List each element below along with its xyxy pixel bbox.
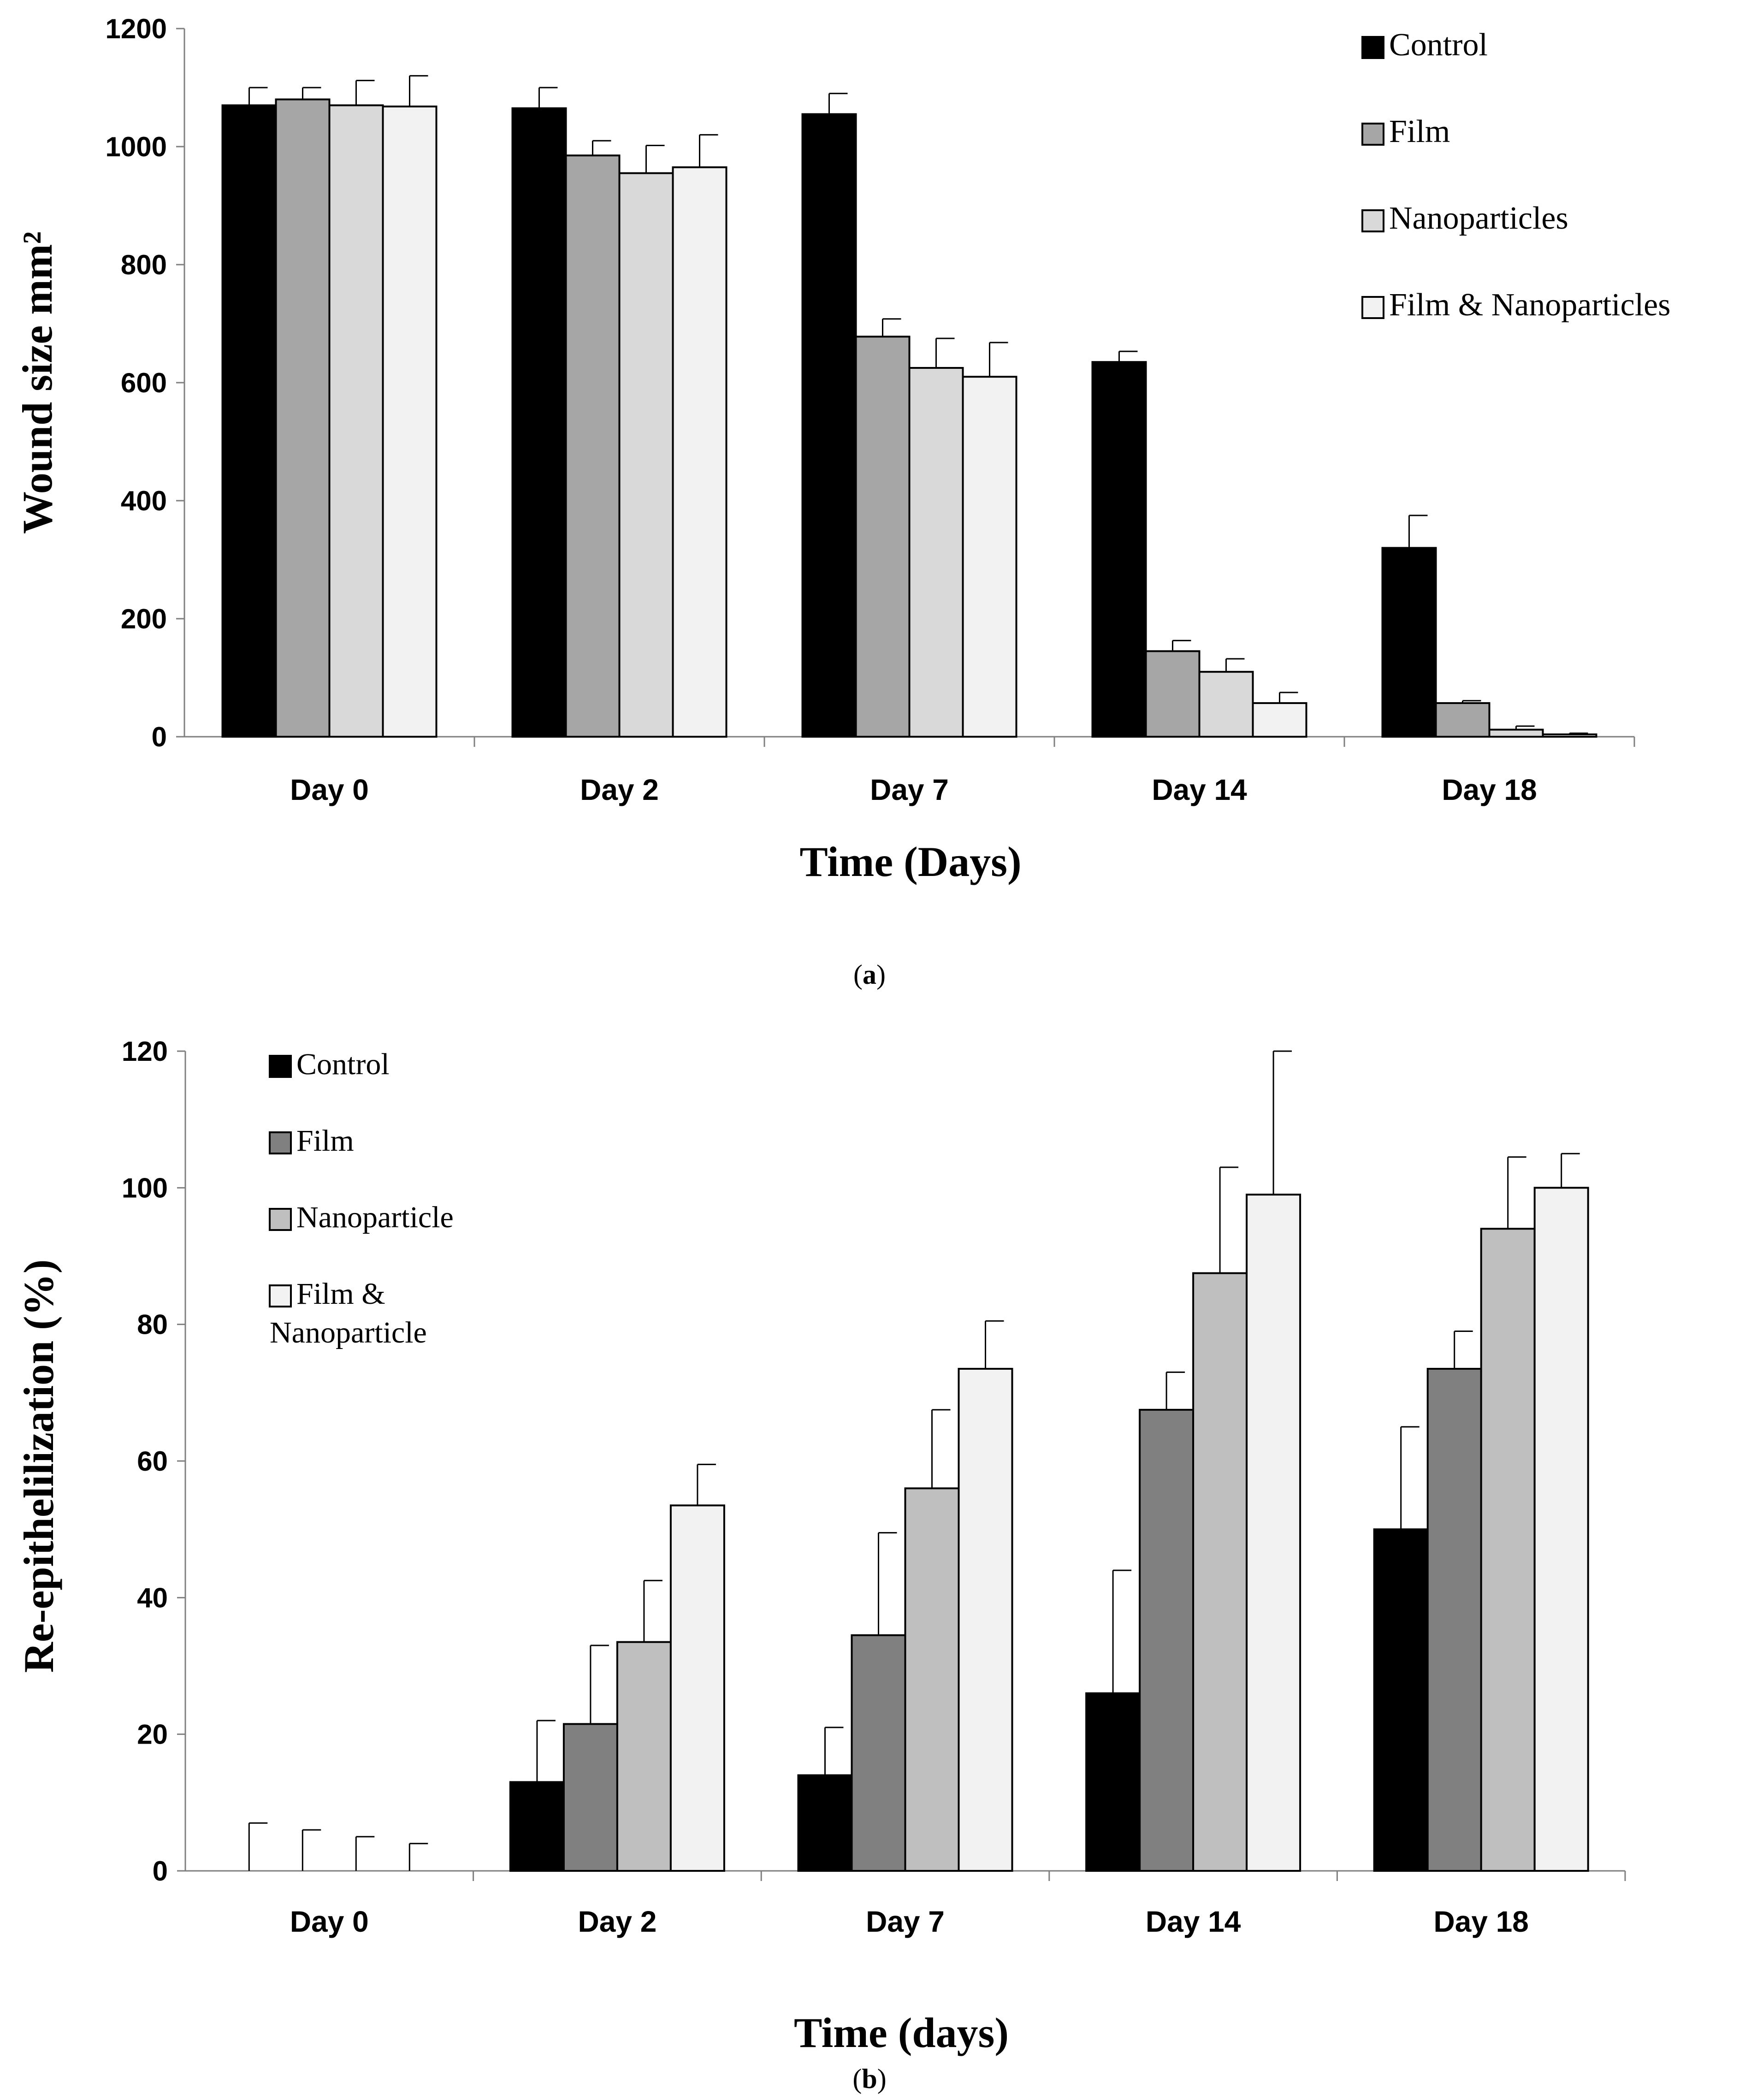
bar: [1533, 1187, 1589, 1872]
y-tick-label: 120: [122, 1036, 168, 1067]
y-tick-label: 600: [121, 367, 167, 398]
y-tick-label: 0: [153, 1856, 168, 1887]
legend-label: Film: [1389, 114, 1450, 149]
x-tick-label: Day 7: [866, 1905, 945, 1938]
x-tick-label: Day 18: [1434, 1905, 1529, 1938]
bar: [1085, 1692, 1141, 1872]
bar: [1435, 702, 1491, 738]
y-tick-label: 800: [121, 249, 167, 280]
bar: [1246, 1194, 1301, 1872]
y-tick-label: 20: [137, 1719, 168, 1750]
x-tick-label: Day 18: [1442, 773, 1537, 806]
bar: [1252, 702, 1307, 738]
y-axis-title: Wound size mm²: [14, 231, 61, 534]
legend-swatch: [1361, 296, 1384, 319]
bar: [562, 1723, 618, 1872]
y-tick-label: 100: [122, 1172, 168, 1203]
bar: [801, 113, 857, 738]
bar: [511, 107, 567, 738]
bar: [221, 104, 277, 738]
bar: [1192, 1272, 1248, 1872]
bar: [1373, 1528, 1429, 1872]
legend-swatch: [1361, 36, 1384, 59]
chart-b: 0 20 40 60 80 100 120 Day 0 Day 2 Day 7 Day 14 Day …: [15, 1036, 1626, 2056]
caption-b: (b): [852, 2064, 887, 2094]
bar: [328, 104, 384, 738]
x-tick-label: Day 0: [290, 1905, 369, 1938]
bar: [1480, 1228, 1536, 1872]
x-axis-title: Time (Days): [799, 838, 1021, 885]
bar: [1091, 361, 1147, 738]
bar: [1145, 650, 1201, 738]
bar: [962, 376, 1017, 738]
bar: [1381, 547, 1437, 738]
bar: [908, 367, 964, 738]
y-tick-label: 80: [137, 1309, 168, 1340]
figure-b: 0 20 40 60 80 100 120 Day 0 Day 2 Day 7 Day 14 Day …: [0, 991, 1739, 2100]
x-tick-label: Day 0: [290, 773, 369, 806]
y-tick-label: 60: [137, 1446, 168, 1477]
bar: [1542, 733, 1597, 738]
chart-a: 0 200 400 600 800 1000 1200 Day 0 Day 2 Day 7 Day …: [14, 13, 1670, 885]
y-tick-label: 400: [121, 485, 167, 516]
x-axis-title: Time (days): [794, 2009, 1009, 2056]
legend-label: Film & Nanoparticle: [270, 1277, 427, 1349]
legend-swatch: [269, 1055, 292, 1078]
legend-swatch: [1361, 123, 1384, 146]
x-tick-label: Day 14: [1152, 773, 1247, 806]
legend-label: Nanoparticles: [1389, 201, 1568, 236]
bar: [1198, 671, 1254, 738]
y-axis-title: Re-epithelilization (%): [15, 1260, 62, 1673]
bar: [669, 1504, 725, 1872]
y-tick-label: 1200: [106, 13, 167, 44]
legend-swatch: [1361, 209, 1384, 232]
bar: [904, 1487, 960, 1872]
y-tick-label: 1000: [106, 131, 167, 162]
bar: [672, 166, 728, 738]
legend-swatch: [269, 1284, 292, 1307]
y-tick-label: 0: [152, 722, 167, 752]
x-tick-label: Day 2: [580, 773, 659, 806]
bar: [565, 154, 621, 738]
legend-swatch: [269, 1208, 292, 1231]
bar: [509, 1781, 565, 1872]
legend-label-line: Film &: [296, 1277, 385, 1311]
figure-a: 0 200 400 600 800 1000 1200 Day 0 Day 2 Day 7 Day …: [0, 0, 1739, 990]
bar: [851, 1634, 906, 1872]
bar: [1426, 1367, 1482, 1872]
x-tick-label: Day 2: [578, 1905, 657, 1938]
y-tick-label: 40: [137, 1582, 168, 1613]
legend-label: Control: [296, 1047, 390, 1081]
legend-swatch: [269, 1131, 292, 1154]
bar: [616, 1641, 672, 1872]
bar: [855, 336, 911, 738]
bar: [275, 98, 331, 738]
bar: [797, 1774, 853, 1872]
caption-a: (a): [853, 959, 886, 990]
bar: [1139, 1408, 1195, 1872]
bar: [1488, 728, 1544, 738]
x-tick-label: Day 14: [1146, 1905, 1241, 1938]
x-tick-label: Day 7: [870, 773, 949, 806]
bar: [618, 172, 674, 738]
legend-label-line: Nanoparticle: [270, 1316, 427, 1349]
legend-label: Nanoparticle: [296, 1201, 454, 1234]
legend-label: Film & Nanoparticles: [1389, 287, 1670, 323]
legend-label: Film: [296, 1124, 354, 1158]
bar: [958, 1367, 1013, 1872]
bar: [382, 105, 438, 738]
y-tick-label: 200: [121, 603, 167, 634]
legend-label: Control: [1389, 27, 1488, 63]
